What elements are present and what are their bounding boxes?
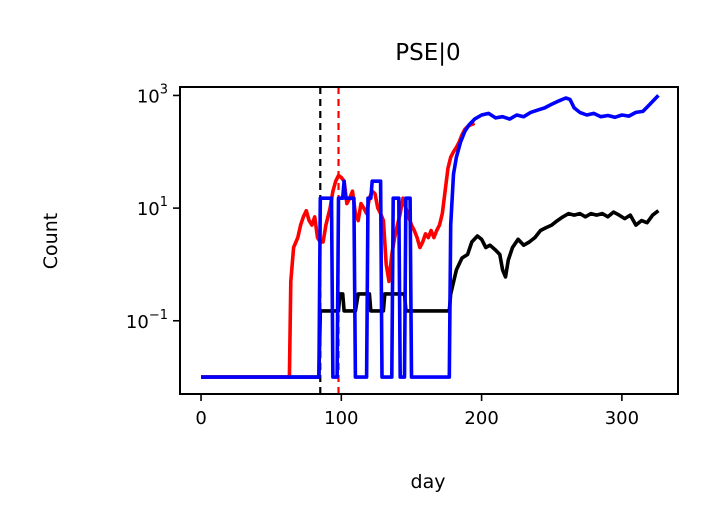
- y-tick-label: 10−1: [126, 308, 168, 333]
- y-tick-label: 101: [137, 195, 168, 220]
- x-axis-label: day: [411, 471, 446, 493]
- plot-frame: [179, 86, 679, 395]
- chart-title: PSE|0: [395, 40, 460, 66]
- x-tick-label: 200: [464, 408, 498, 429]
- y-tick-label: 103: [137, 82, 168, 107]
- y-axis-label: Count: [40, 213, 62, 269]
- x-tick-label: 300: [605, 408, 639, 429]
- y-axis: 103 101 10−1: [126, 82, 180, 333]
- x-tick-label: 0: [195, 408, 206, 429]
- x-tick-label: 100: [324, 408, 358, 429]
- series-line-2: [201, 94, 660, 379]
- plot-area: [201, 87, 660, 394]
- x-axis: 0 100 200 300: [195, 394, 639, 429]
- series-line-0: [201, 209, 660, 379]
